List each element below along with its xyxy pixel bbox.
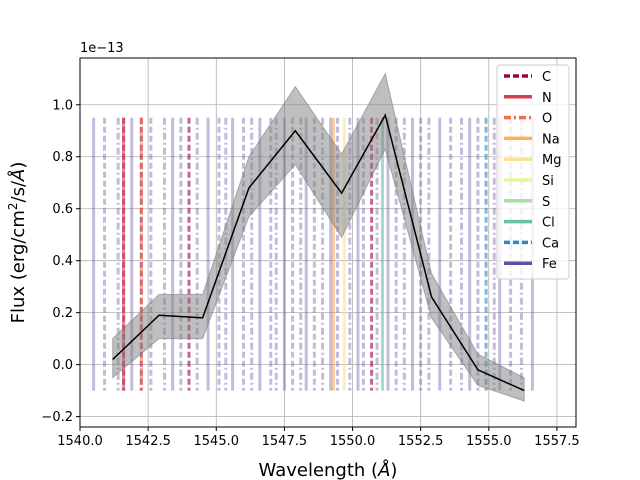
x-tick-label: 1552.5	[398, 434, 444, 449]
x-tick-label: 1545.0	[194, 434, 240, 449]
legend-label-s: S	[542, 195, 550, 210]
legend-label-cl: Cl	[542, 216, 555, 231]
flux-uncertainty-band	[112, 72, 525, 402]
legend-label-o: O	[542, 112, 552, 127]
x-axis-label: Wavelength (Å)	[259, 459, 398, 480]
x-tick-label: 1550.0	[330, 434, 376, 449]
flux-line	[112, 113, 525, 392]
legend-label-na: Na	[542, 132, 560, 147]
legend: CNO Na Mg Si S Cl Ca Fe	[496, 64, 570, 280]
y-tick-label: 0.4	[52, 254, 73, 269]
y-tick-label: 0.2	[52, 306, 73, 321]
axis-ticks: 1540.0 1542.5 1545.0 1547.5 1550.0 1552.5 1555…	[41, 98, 579, 449]
x-tick-label: 1555.0	[466, 434, 512, 449]
y-tick-label: 0.8	[52, 150, 73, 165]
plot-frame	[79, 57, 577, 428]
x-tick-label: 1540.0	[57, 434, 103, 449]
legend-label-n: N	[542, 91, 552, 106]
legend-label-si: Si	[542, 174, 554, 189]
x-tick-label: 1542.5	[125, 434, 171, 449]
legend-label-fe: Fe	[542, 257, 557, 272]
legend-label-ca: Ca	[542, 236, 559, 251]
x-tick-label: 1557.5	[534, 434, 580, 449]
y-tick-label: 0.6	[52, 202, 73, 217]
y-tick-label: 0.0	[52, 358, 73, 373]
y-tick-label: −0.2	[41, 410, 73, 425]
legend-label-c: C	[542, 70, 551, 85]
y-axis-label: Flux (erg/cm2/s/Å)	[6, 162, 29, 324]
y-offset-text: 1e−13	[80, 41, 124, 56]
x-tick-label: 1547.5	[262, 434, 308, 449]
legend-label-mg: Mg	[542, 153, 561, 168]
flux-series	[112, 72, 525, 402]
y-tick-label: 1.0	[52, 98, 73, 113]
